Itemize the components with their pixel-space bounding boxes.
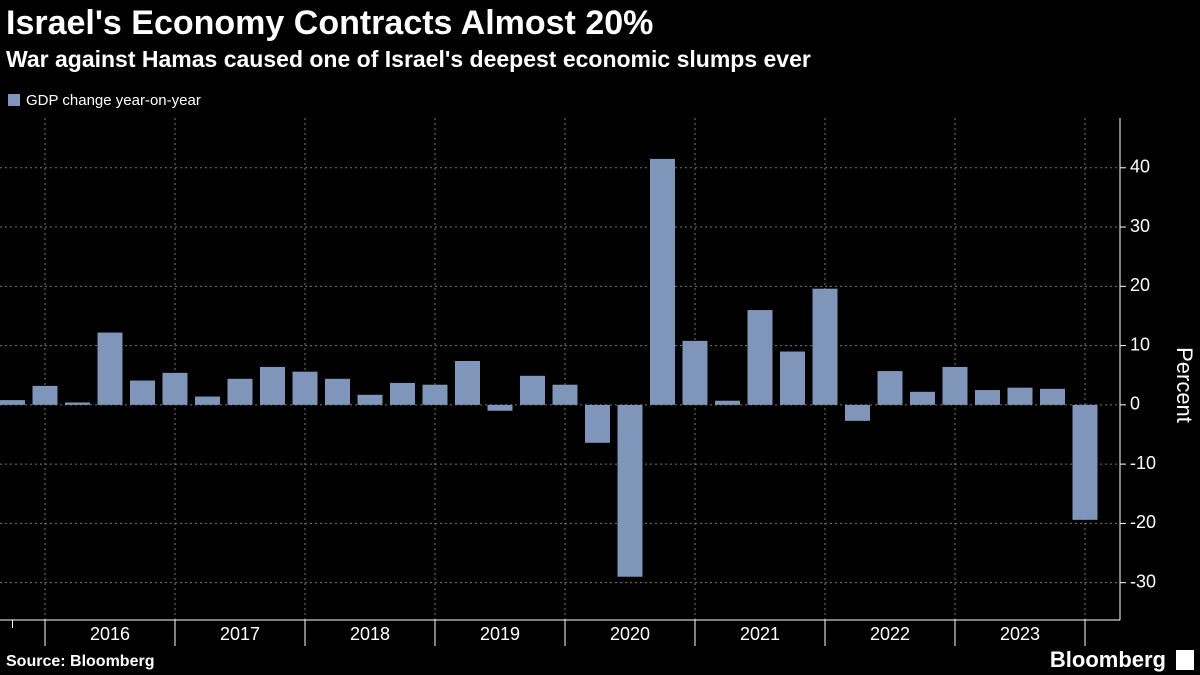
y-tick-label: 0: [1130, 394, 1140, 414]
chart-subtitle: War against Hamas caused one of Israel's…: [6, 46, 811, 72]
y-tick-label: 10: [1130, 334, 1150, 354]
x-tick-label: 2021: [740, 624, 780, 644]
bar: [585, 404, 610, 443]
x-tick-label: 2020: [610, 624, 650, 644]
bar: [877, 371, 903, 405]
bar: [812, 288, 838, 405]
chart-title: Israel's Economy Contracts Almost 20%: [6, 4, 653, 42]
bar: [747, 310, 773, 405]
y-axis-label: Percent: [1172, 347, 1197, 423]
bar: [32, 385, 58, 405]
bar: [0, 400, 25, 405]
bar: [130, 380, 155, 405]
bar: [520, 375, 545, 405]
bar: [617, 404, 643, 577]
bar: [65, 402, 90, 405]
bar: [357, 394, 383, 405]
bar: [227, 378, 253, 405]
bar: [682, 340, 708, 405]
y-tick-label: -10: [1130, 453, 1156, 473]
x-tick-label: 2022: [870, 624, 910, 644]
y-tick-label: -30: [1130, 571, 1156, 591]
bar: [715, 400, 740, 405]
bar: [975, 390, 1000, 405]
y-tick-label: 20: [1130, 275, 1150, 295]
bar: [1007, 387, 1033, 405]
bar: [422, 384, 448, 405]
legend-swatch: [8, 94, 20, 106]
bar: [97, 332, 123, 405]
legend-label: GDP change year-on-year: [26, 92, 201, 109]
bar: [195, 396, 220, 405]
bar: [455, 360, 480, 405]
bar: [1040, 388, 1065, 405]
bar: [780, 351, 805, 405]
bar: [487, 404, 513, 411]
bar: [162, 372, 188, 405]
x-tick-label: 2017: [220, 624, 260, 644]
x-tick-label: 2018: [350, 624, 390, 644]
y-tick-label: 40: [1130, 157, 1150, 177]
x-tick-label: 2016: [90, 624, 130, 644]
source: Source: Bloomberg: [6, 653, 154, 670]
bar: [845, 404, 870, 421]
brand: Bloomberg: [1050, 647, 1166, 672]
bar: [650, 158, 675, 405]
y-tick-label: 30: [1130, 216, 1150, 236]
bar: [910, 391, 935, 405]
bar: [942, 366, 968, 405]
bar: [390, 382, 415, 405]
bar: [1072, 404, 1098, 520]
x-tick-label: 2023: [1000, 624, 1040, 644]
bar: [260, 366, 285, 405]
bar: [325, 378, 350, 405]
brand-icon: [1176, 650, 1194, 670]
y-tick-label: -20: [1130, 512, 1156, 532]
bar: [292, 371, 318, 405]
bar: [552, 384, 578, 405]
x-tick-label: 2019: [480, 624, 520, 644]
